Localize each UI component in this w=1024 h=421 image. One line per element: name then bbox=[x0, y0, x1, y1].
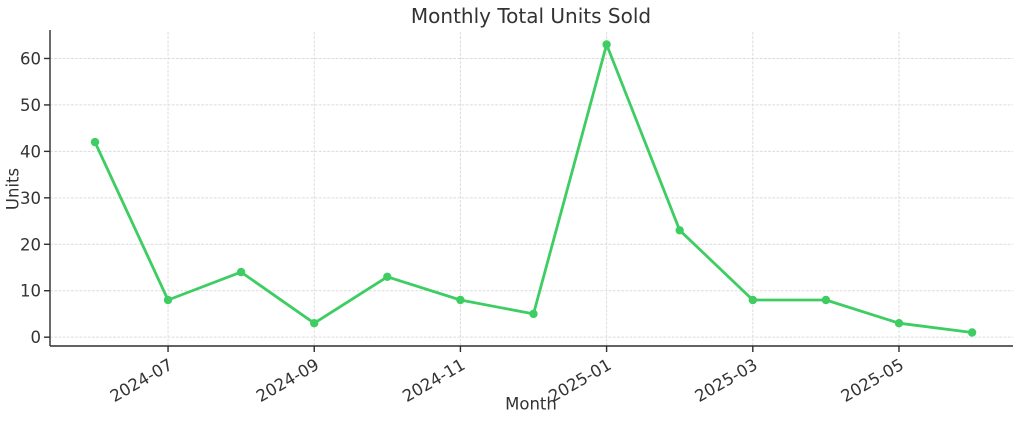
y-tick-labels: 0 10 20 30 40 50 60 bbox=[20, 49, 41, 347]
data-point-marker bbox=[529, 309, 538, 319]
y-tick-label: 30 bbox=[20, 189, 41, 208]
x-axis-label: Month bbox=[505, 394, 557, 414]
chart-title: Monthly Total Units Sold bbox=[410, 4, 652, 28]
x-tick-label: 2024-09 bbox=[253, 355, 322, 406]
series-line bbox=[93, 43, 974, 334]
x-tick-label: 2024-11 bbox=[399, 355, 468, 406]
x-tick-label: 2025-05 bbox=[838, 355, 907, 406]
data-point-marker bbox=[383, 272, 392, 281]
axis-spines bbox=[49, 30, 1013, 347]
y-axis-label: Units bbox=[3, 167, 23, 211]
y-tick-label: 0 bbox=[31, 328, 42, 347]
y-tick-label: 20 bbox=[20, 235, 41, 254]
y-tick-label: 50 bbox=[20, 96, 41, 115]
gridlines bbox=[50, 32, 1013, 346]
data-point-marker bbox=[748, 295, 757, 305]
y-tick-label: 60 bbox=[20, 49, 41, 68]
x-tick-label: 2025-03 bbox=[692, 355, 761, 406]
data-point-marker bbox=[675, 226, 684, 235]
data-point-marker bbox=[163, 295, 173, 305]
data-points bbox=[90, 40, 977, 337]
series bbox=[93, 43, 974, 334]
y-tick-label: 40 bbox=[20, 142, 41, 161]
data-point-marker bbox=[310, 319, 319, 328]
x-tick-label: 2024-07 bbox=[107, 355, 176, 406]
y-tick-label: 10 bbox=[20, 282, 41, 301]
data-point-marker bbox=[236, 267, 246, 277]
data-point-marker bbox=[456, 295, 465, 305]
data-point-marker bbox=[821, 295, 831, 305]
data-point-marker bbox=[90, 137, 100, 147]
axis-ticks bbox=[44, 57, 900, 352]
data-point-marker bbox=[602, 40, 611, 49]
data-point-marker bbox=[894, 319, 904, 328]
data-point-marker bbox=[967, 328, 977, 337]
